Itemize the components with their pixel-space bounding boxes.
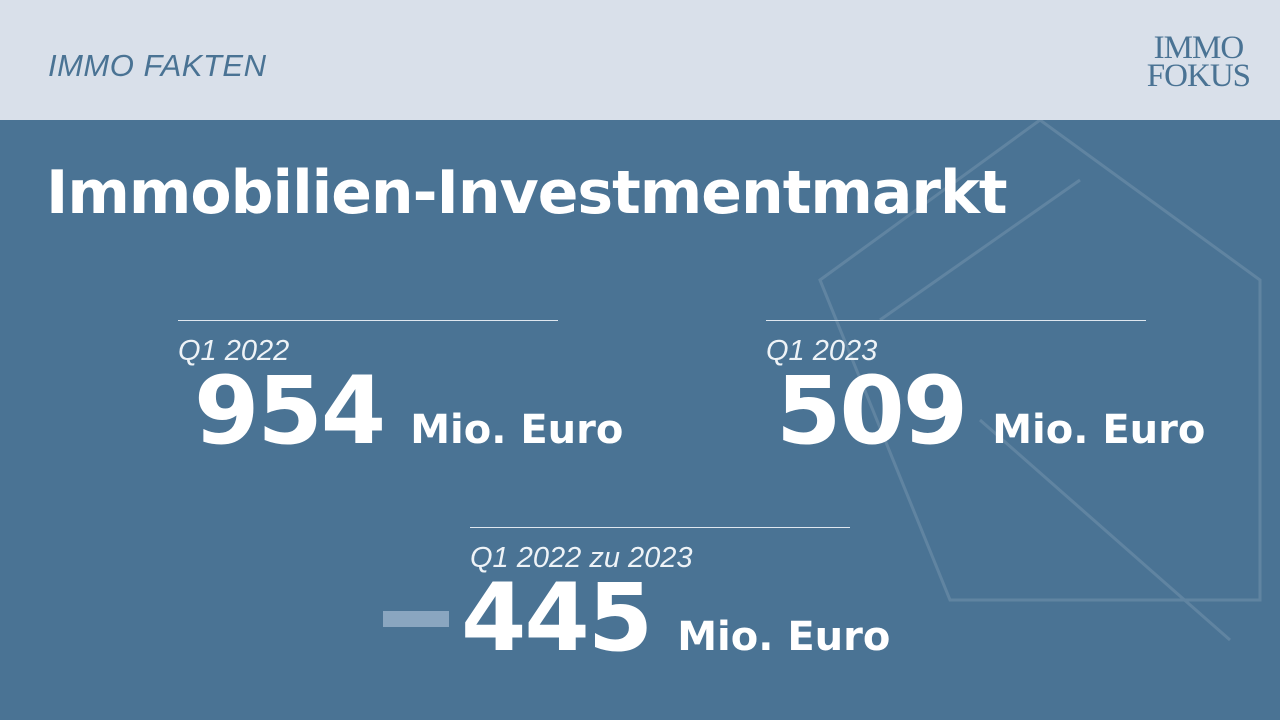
stat-unit: Mio. Euro [677,614,891,660]
stat-unit: Mio. Euro [992,407,1206,453]
minus-sign [383,611,449,627]
decorative-house-graphic [818,120,1262,642]
stat-label: Q1 2022 zu 2023 [470,542,693,574]
stat-label: Q1 2023 [766,335,878,367]
header-bar: IMMO FAKTEN IMMO FOKUS [0,0,1280,120]
logo-line: FOKUS [1146,58,1251,94]
stat-value: 954 [194,357,386,466]
divider [178,320,558,321]
stat-label: Q1 2022 [178,335,290,367]
divider [766,320,1146,321]
divider [470,527,850,528]
brand-label: IMMO FAKTEN [48,48,267,83]
stat-q1-2022: Q1 2022 954 Mio. Euro [178,320,623,462]
stat-value: 509 [776,357,968,466]
stat-difference: Q1 2022 zu 2023 445 Mio. Euro [383,527,891,669]
stat-unit: Mio. Euro [410,407,624,453]
stat-q1-2023: Q1 2023 509 Mio. Euro [766,320,1205,462]
page-title: Immobilien-Investmentmarkt [46,158,1008,228]
stat-value: 445 [461,564,653,673]
immofokus-logo: IMMO FOKUS [1146,30,1251,94]
logo-line: IMMO [1153,30,1245,66]
